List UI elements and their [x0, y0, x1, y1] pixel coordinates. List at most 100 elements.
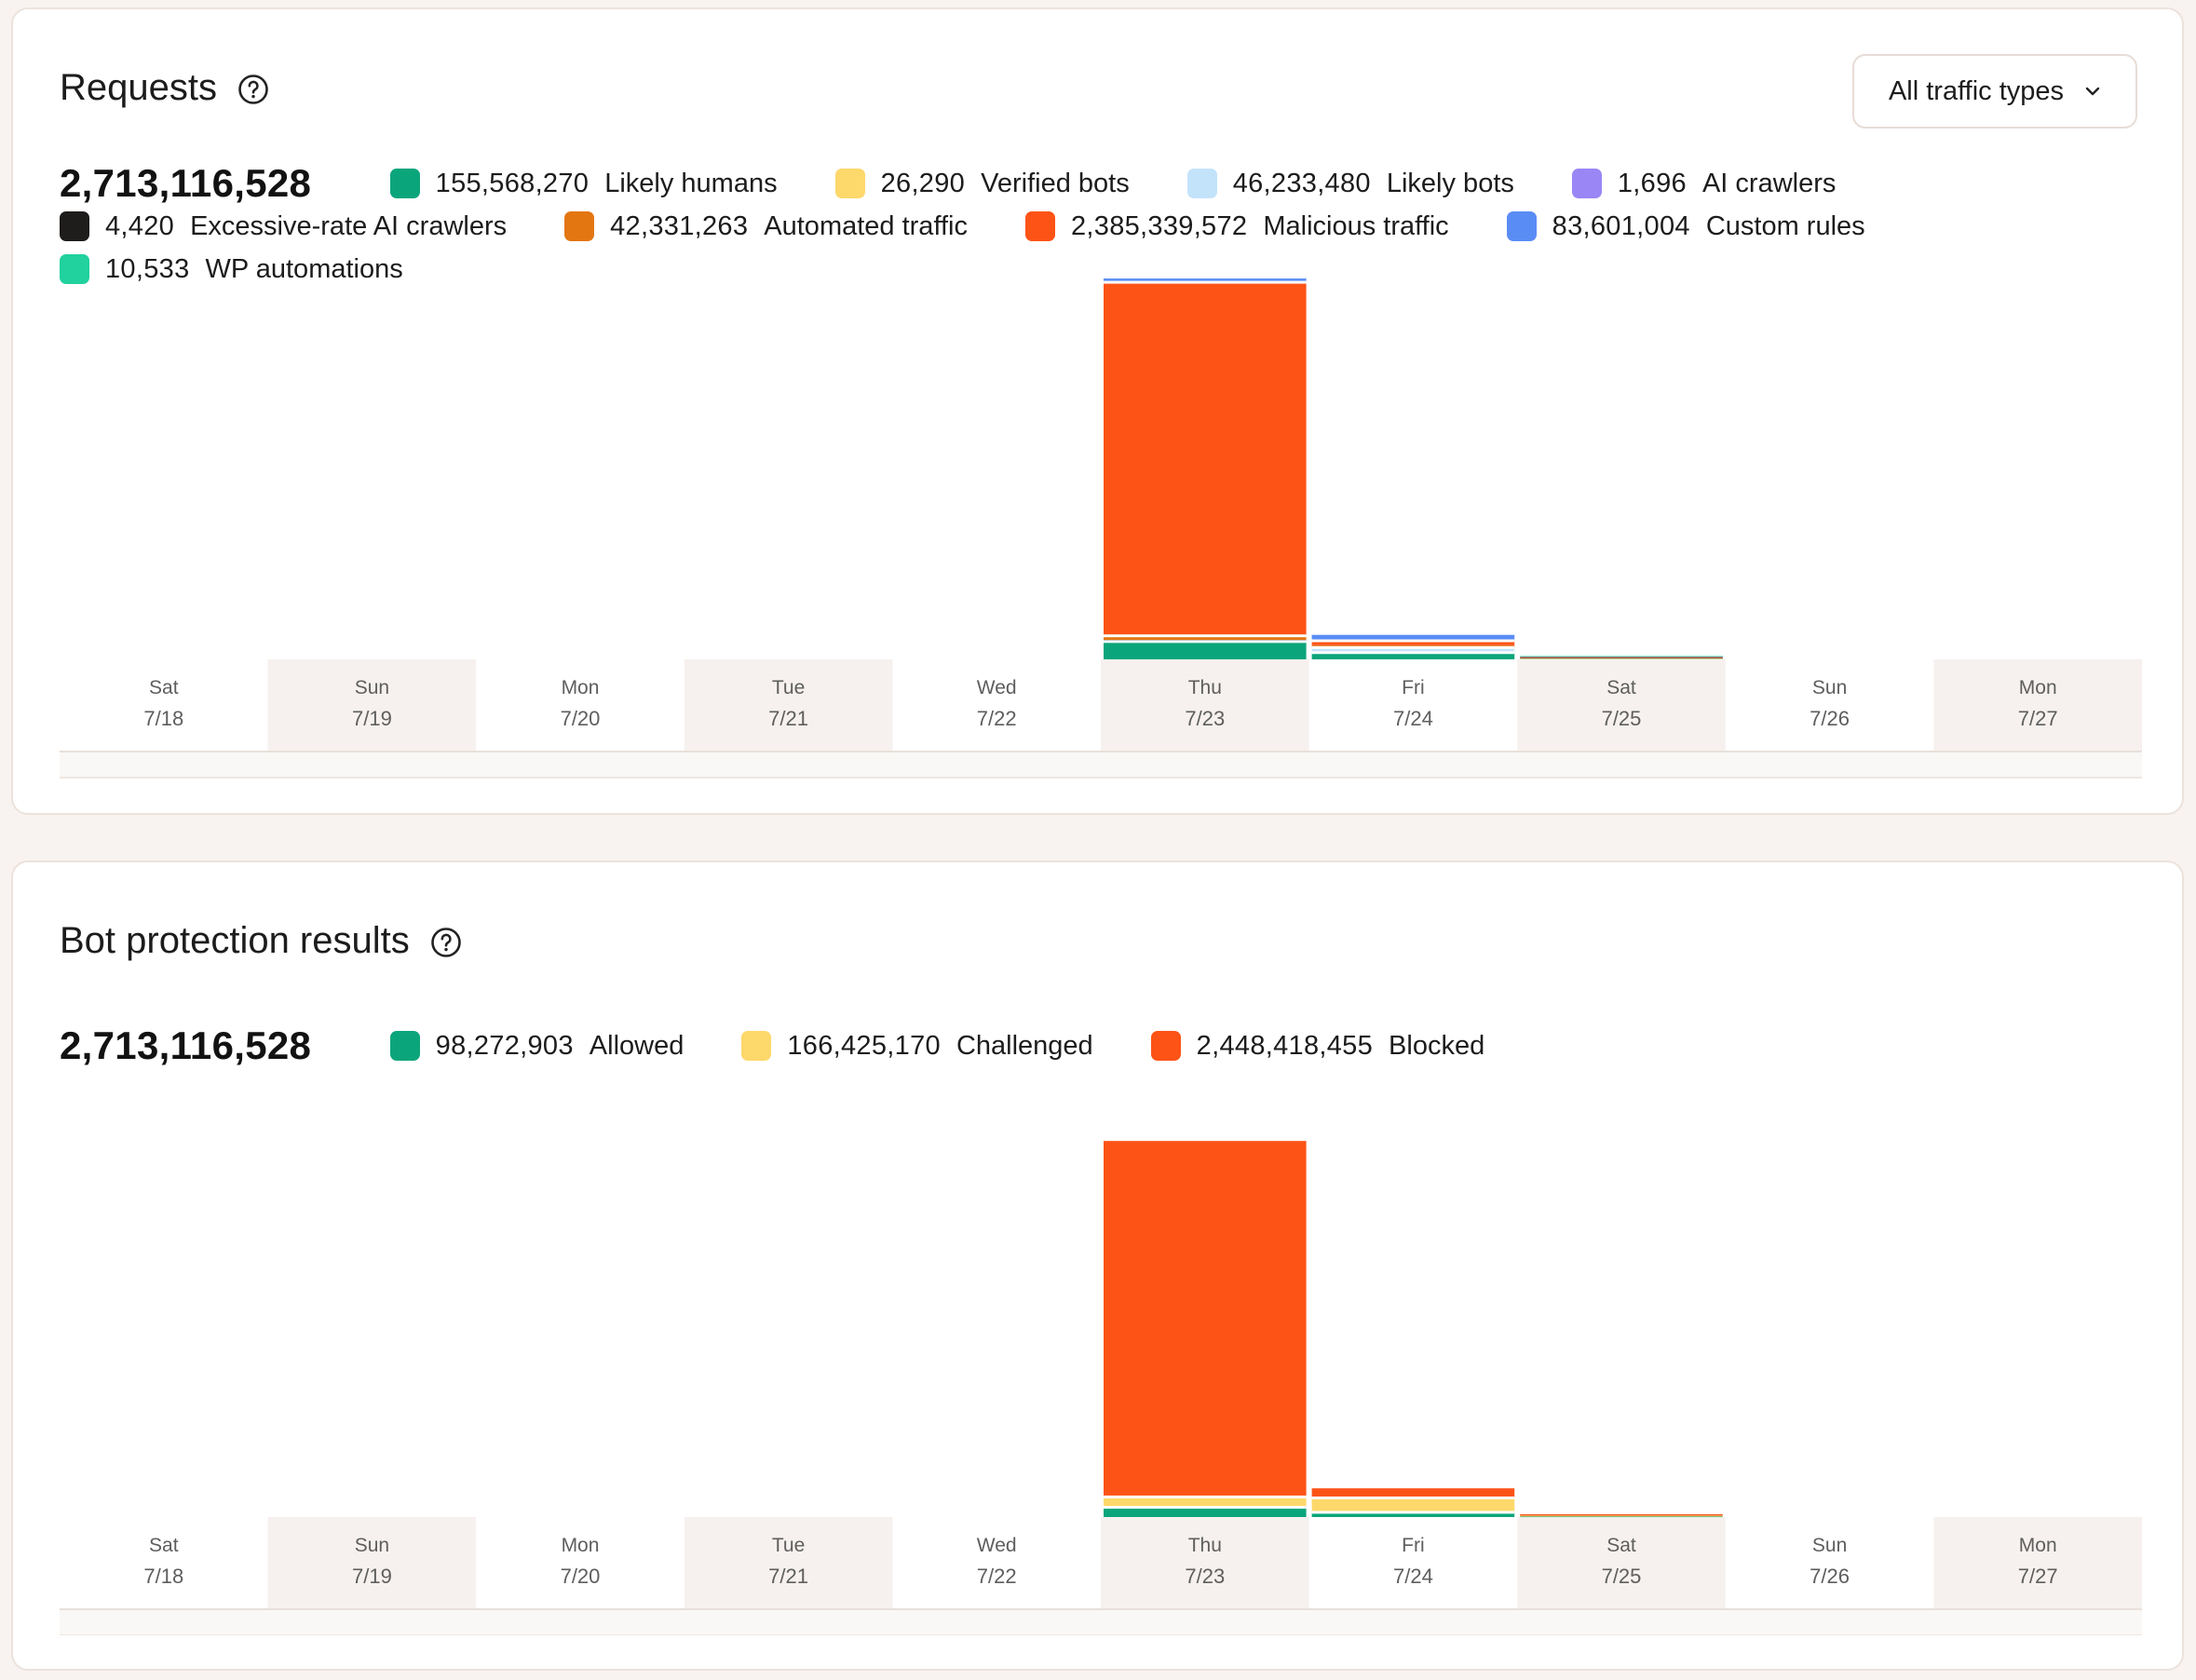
bar-segment[interactable] [1104, 1507, 1307, 1517]
bot-protection-title: Bot protection results [60, 920, 462, 962]
legend-label: Malicious traffic [1263, 211, 1449, 242]
legend-item[interactable]: 46,233,480 Likely bots [1186, 162, 1514, 205]
x-axis-band [1517, 1517, 1726, 1608]
x-tick-day: Sun [1812, 677, 1847, 698]
bar-segment[interactable] [1520, 657, 1723, 658]
x-tick-date: 7/21 [768, 1565, 808, 1588]
bar-segment[interactable] [1311, 647, 1515, 653]
bar-separator [1311, 1511, 1515, 1514]
x-tick-day: Fri [1402, 677, 1425, 698]
x-tick-day: Sat [149, 1535, 179, 1556]
legend-swatch [1024, 211, 1055, 242]
legend-value: 1,696 [1617, 169, 1687, 198]
x-axis-line [60, 751, 2142, 752]
legend-item[interactable]: 155,568,270 Likely humans [389, 162, 778, 205]
bar-separator [1311, 651, 1515, 655]
x-tick-date: 7/25 [1602, 1565, 1642, 1588]
legend-swatch [564, 211, 595, 242]
bar-segment[interactable] [1311, 633, 1515, 642]
requests-legend: 2,713,116,528 155,568,270 Likely humans 26… [60, 162, 2146, 291]
bar-segment[interactable] [1104, 1141, 1307, 1497]
bot-protection-total: 2,713,116,528 [60, 1023, 312, 1067]
legend-label: WP automations [205, 254, 403, 285]
bar-segment[interactable] [1311, 1497, 1515, 1512]
traffic-type-dropdown[interactable]: All traffic types [1852, 54, 2137, 129]
bar-segment[interactable] [1520, 657, 1723, 658]
legend-item[interactable]: 4,420 Excessive-rate AI crawlers [60, 205, 507, 248]
bar-segment[interactable] [1104, 277, 1307, 283]
bar-separator [1104, 640, 1307, 644]
help-icon[interactable] [237, 73, 269, 104]
bar-separator [1104, 276, 1307, 279]
x-axis-band [267, 1517, 477, 1608]
legend-value: 98,272,903 [435, 1031, 574, 1061]
legend-item[interactable]: 166,425,170 Challenged [741, 1024, 1093, 1067]
bot-protection-title-text: Bot protection results [60, 920, 410, 961]
x-tick-date: 7/27 [2018, 1565, 2058, 1588]
legend-value: 2,448,418,455 [1196, 1031, 1374, 1061]
x-tick-day: Sat [1606, 677, 1636, 698]
x-tick-day: Mon [562, 1535, 600, 1556]
x-axis-band [1933, 1517, 2142, 1608]
legend-swatch [1150, 1031, 1181, 1061]
x-tick-day: Sun [355, 677, 389, 698]
x-tick-day: Mon [562, 677, 600, 698]
chart-scroll-track[interactable] [60, 1610, 2142, 1634]
x-tick-date: 7/24 [1393, 1565, 1433, 1588]
chart-scroll-track-line [60, 1634, 2142, 1635]
legend-swatch [1571, 169, 1602, 198]
help-icon[interactable] [430, 926, 462, 957]
x-tick-day: Sat [149, 677, 179, 698]
bar-segment[interactable] [1311, 1511, 1515, 1517]
legend-value: 46,233,480 [1232, 169, 1371, 198]
bar-segment[interactable] [1104, 282, 1307, 636]
legend-item[interactable]: 98,272,903 Allowed [389, 1024, 684, 1067]
legend-value: 83,601,004 [1552, 211, 1690, 242]
bar-separator [1104, 1506, 1307, 1510]
legend-label: Automated traffic [764, 211, 968, 242]
requests-chart: Sat 7/18 Sun 7/19 Mon 7/20 Tue 7/21 Wed 7/22 Thu 7/… [60, 270, 2142, 780]
bar-segment[interactable] [1104, 1497, 1307, 1508]
legend-value: 166,425,170 [787, 1031, 941, 1061]
bar-segment[interactable] [1104, 641, 1307, 659]
legend-item[interactable]: 83,601,004 Custom rules [1506, 205, 1865, 248]
bar-separator [1311, 639, 1515, 643]
legend-item[interactable]: 2,385,339,572 Malicious traffic [1024, 205, 1449, 248]
x-tick-day: Wed [977, 1535, 1017, 1556]
bar-segment[interactable] [1520, 1514, 1723, 1516]
bar-segment[interactable] [1311, 1488, 1515, 1498]
bar-segment[interactable] [1311, 652, 1515, 659]
x-tick-day: Sun [355, 1535, 389, 1556]
x-tick-date: 7/18 [143, 707, 183, 730]
bar-segment[interactable] [1520, 658, 1723, 659]
x-tick-day: Mon [2019, 677, 2057, 698]
x-tick-date: 7/26 [1810, 707, 1850, 730]
x-axis-band [684, 1517, 893, 1608]
legend-label: Blocked [1389, 1031, 1485, 1061]
legend-swatch [60, 254, 89, 285]
legend-item[interactable]: 42,331,263 Automated traffic [564, 205, 968, 248]
x-tick-day: Sat [1606, 1535, 1636, 1556]
legend-swatch [60, 211, 89, 242]
legend-value: 4,420 [105, 211, 175, 242]
x-axis-band [1101, 1517, 1309, 1608]
legend-item[interactable]: 10,533 WP automations [60, 248, 403, 291]
bar-segment[interactable] [1520, 1515, 1723, 1517]
legend-item[interactable]: 26,290 Verified bots [834, 162, 1130, 205]
legend-label: Custom rules [1705, 211, 1865, 242]
x-tick-date: 7/20 [561, 707, 601, 730]
legend-item[interactable]: 1,696 AI crawlers [1571, 162, 1836, 205]
x-tick-date: 7/26 [1810, 1565, 1850, 1588]
bar-segment[interactable] [1520, 1516, 1723, 1518]
x-tick-day: Fri [1402, 1535, 1425, 1556]
bar-separator [1311, 631, 1515, 635]
bar-segment[interactable] [1520, 657, 1723, 659]
x-tick-date: 7/22 [977, 1565, 1017, 1588]
legend-label: Excessive-rate AI crawlers [190, 211, 508, 242]
bar-segment[interactable] [1104, 635, 1307, 641]
chart-scroll-track[interactable] [60, 752, 2142, 777]
bar-separator [1311, 645, 1515, 649]
requests-card: Requests All traffic types 2,713,116,528… [11, 7, 2184, 815]
bar-segment[interactable] [1311, 641, 1515, 645]
legend-item[interactable]: 2,448,418,455 Blocked [1150, 1024, 1485, 1067]
